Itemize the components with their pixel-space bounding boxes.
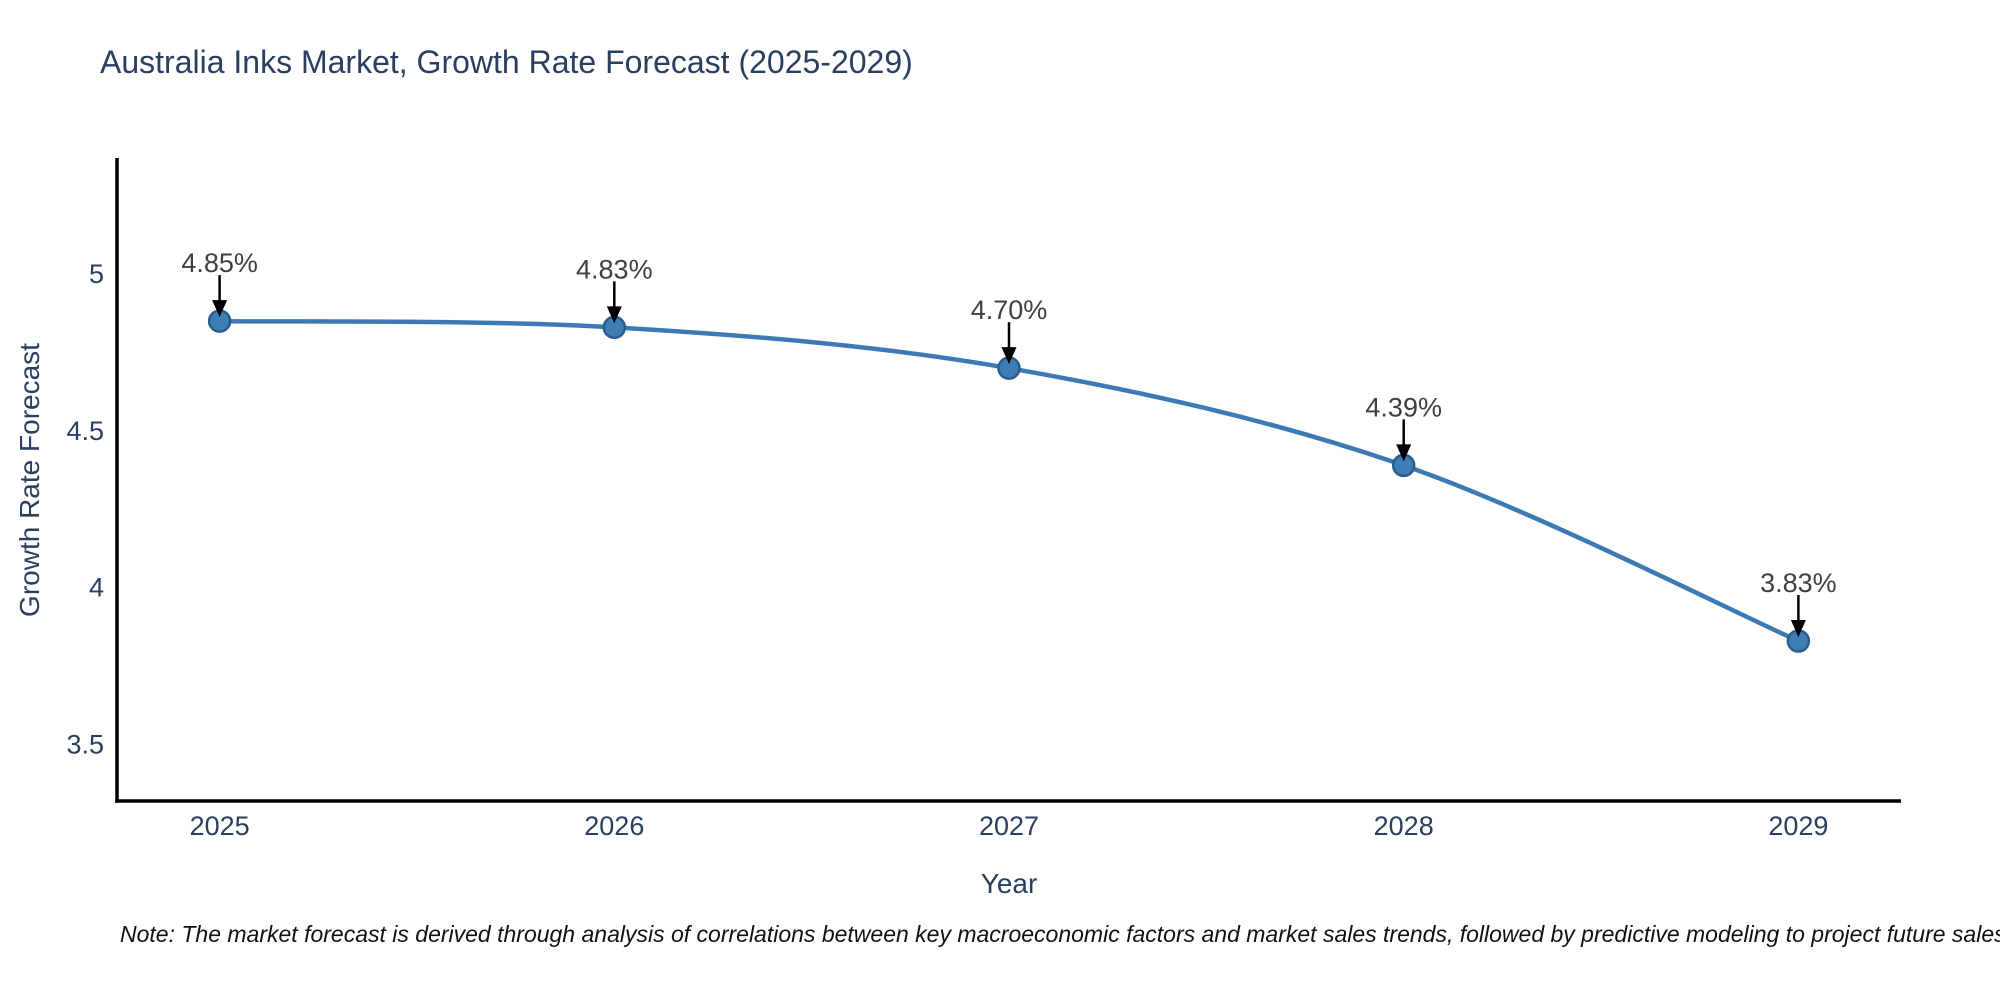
y-axis-title: Growth Rate Forecast: [14, 343, 45, 617]
y-tick-label: 4.5: [66, 416, 104, 446]
annotation-arrowhead: [1396, 444, 1412, 462]
footnote: Note: The market forecast is derived thr…: [120, 921, 2000, 947]
x-tick-label: 2026: [584, 811, 644, 841]
x-tick-label: 2028: [1374, 811, 1434, 841]
annotation-label: 4.85%: [181, 248, 258, 278]
annotation-arrowhead: [1790, 620, 1806, 638]
annotation-label: 4.83%: [576, 254, 653, 284]
annotation-arrowhead: [1001, 347, 1017, 365]
annotation-label: 3.83%: [1760, 568, 1837, 598]
annotation-arrowhead: [606, 306, 622, 324]
x-tick-label: 2027: [979, 811, 1039, 841]
y-tick-label: 3.5: [66, 730, 104, 760]
y-tick-label: 5: [89, 259, 104, 289]
annotation-label: 4.39%: [1365, 392, 1442, 422]
x-tick-label: 2029: [1768, 811, 1828, 841]
x-axis-title: Year: [980, 868, 1038, 899]
annotation-label: 4.70%: [971, 295, 1048, 325]
y-tick-label: 4: [89, 573, 104, 603]
x-tick-label: 2025: [190, 811, 250, 841]
annotation-arrowhead: [212, 300, 228, 318]
chart-title: Australia Inks Market, Growth Rate Forec…: [100, 44, 913, 80]
